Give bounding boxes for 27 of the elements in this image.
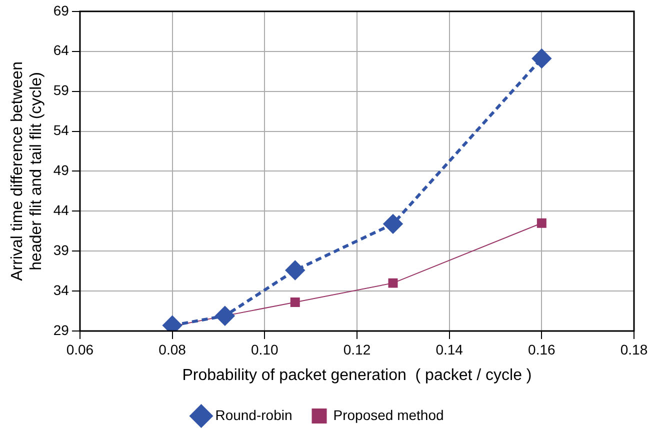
y-tick-label: 54 (53, 122, 70, 138)
x-tick-label: 0.12 (343, 341, 371, 358)
x-axis-title: Probability of packet generation ( packet / cycle ) (182, 366, 532, 384)
y-tick-label: 59 (53, 82, 70, 98)
y-tick-label: 69 (53, 2, 70, 18)
point (286, 260, 305, 280)
point (532, 49, 552, 68)
y-tick-label: 29 (53, 322, 70, 338)
x-tick-label: 0.16 (528, 341, 556, 358)
y-tick-label: 39 (53, 242, 70, 258)
y-tick-label: 64 (53, 42, 70, 58)
point (384, 214, 402, 234)
x-tick-label: 0.08 (158, 341, 186, 358)
point (388, 278, 398, 288)
legend-label: Round-robin (215, 406, 292, 423)
y-tick-label: 44 (53, 202, 70, 218)
point (290, 297, 300, 307)
point (215, 306, 234, 326)
y-tick-label: 34 (53, 282, 70, 298)
x-tick-label: 0.10 (251, 341, 278, 358)
x-tick-label: 0.14 (436, 341, 464, 358)
y-axis-title: Arrival time difference between header flit and tail flit (cycle) (9, 62, 46, 281)
point (536, 218, 546, 228)
x-tick-label: 0.06 (66, 341, 94, 358)
y-tick-label: 49 (53, 162, 70, 178)
x-tick-label: 0.18 (620, 341, 648, 358)
legend-label: Proposed method (333, 406, 444, 423)
